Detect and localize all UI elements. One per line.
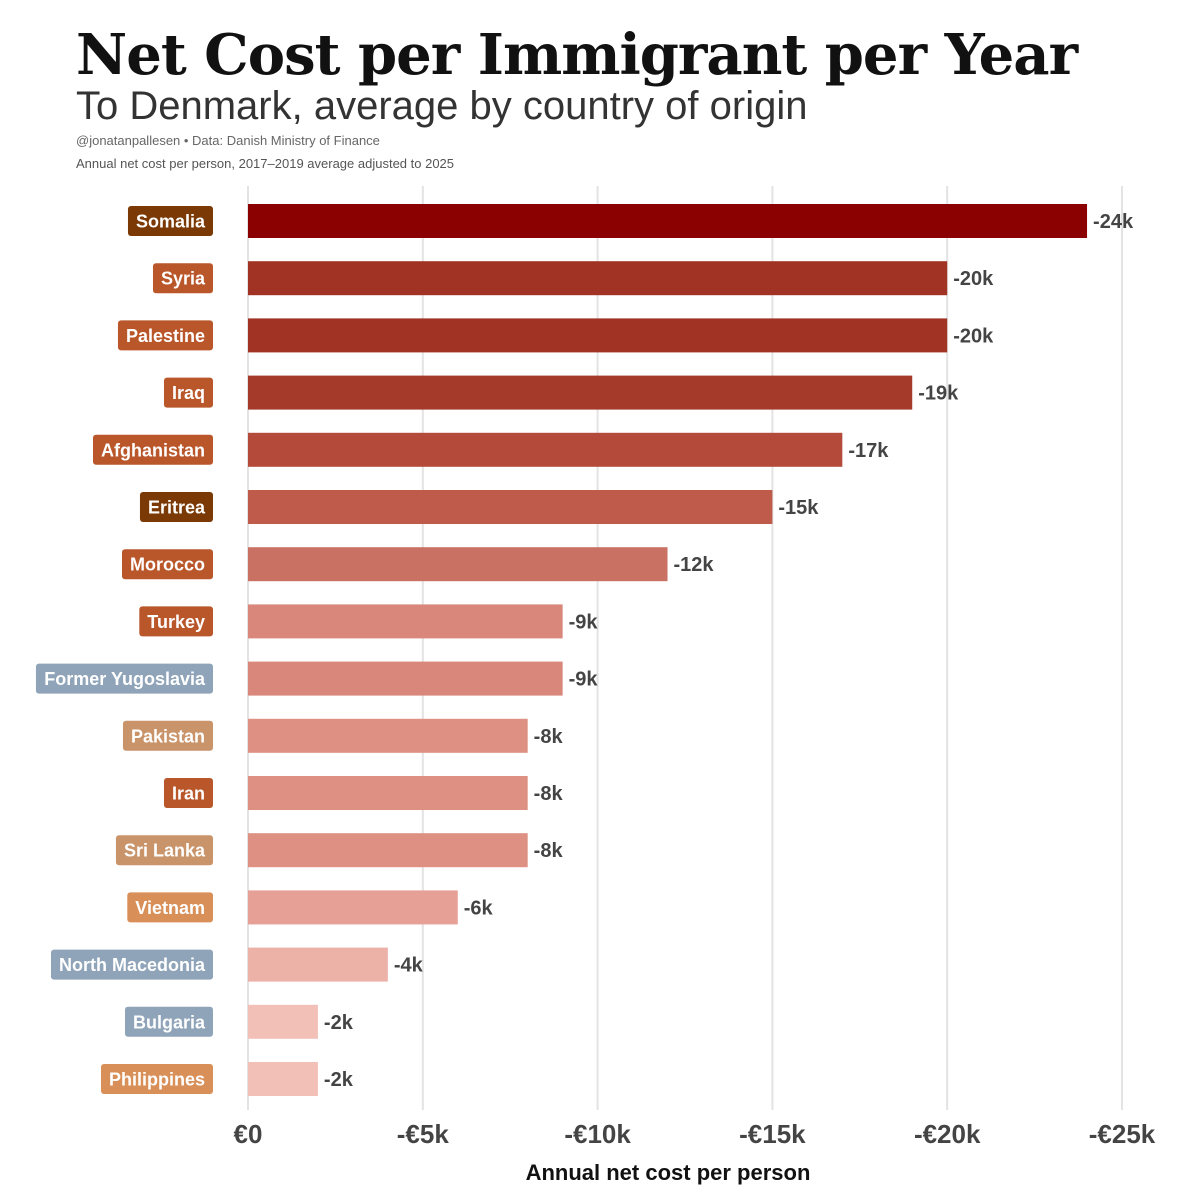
category-label: Eritrea [139, 492, 213, 522]
category-label-box [115, 835, 213, 866]
category-label-box [127, 206, 213, 236]
bar-value-label: -9k [569, 669, 599, 691]
category-label-text: Iraq [172, 383, 205, 403]
chart-title: Net Cost per Immigrant per Year [76, 22, 1078, 88]
category-label-box [117, 320, 213, 351]
chart-subtitle: To Denmark, average by country of origin [76, 84, 808, 128]
x-axis-label: Annual net cost per person [526, 1160, 811, 1185]
category-label: Morocco [121, 549, 213, 580]
bar-value-label: -8k [534, 726, 564, 748]
bar-value-label: -4k [394, 955, 424, 977]
bar-value-label: -20k [953, 325, 994, 347]
bar-value-label: -9k [569, 611, 599, 633]
bar [248, 718, 528, 753]
category-label-box [35, 663, 213, 694]
category-label-box [122, 720, 213, 751]
x-tick-label: €0 [234, 1119, 263, 1149]
category-label-text: Bulgaria [133, 1012, 206, 1032]
category-label-text: Afghanistan [101, 440, 205, 460]
x-axis-ticks: €0 -€5k -€10k -€15k -€20k -€25k [234, 1119, 1156, 1149]
category-label-box [100, 1064, 213, 1094]
bar [248, 947, 388, 982]
category-label-text: Syria [161, 269, 206, 289]
x-tick-label: -€10k [564, 1119, 631, 1149]
category-label-text: Morocco [130, 555, 205, 575]
category-label: Former Yugoslavia [35, 663, 213, 694]
bars: -24k -20k -20k -19k -17k -15k -12k -9k -9k -8k -8k… [248, 204, 1134, 1096]
category-label: North Macedonia [50, 949, 213, 980]
category-label-box [152, 263, 213, 294]
category-label: Turkey [139, 606, 213, 637]
bar-value-label: -2k [324, 1069, 354, 1091]
chart-caption: Annual net cost per person, 2017–2019 av… [76, 156, 455, 171]
category-label-box [121, 549, 213, 580]
bar-value-label: -24k [1093, 211, 1134, 233]
category-label-text: Vietnam [135, 898, 205, 918]
category-label: Somalia [127, 206, 213, 236]
bar-value-label: -6k [464, 897, 494, 919]
bar-value-label: -12k [674, 554, 715, 576]
bar-value-label: -19k [918, 383, 959, 405]
category-label-text: Palestine [126, 326, 205, 346]
category-label-text: Turkey [147, 612, 205, 632]
bar [248, 776, 528, 810]
category-label-text: Philippines [109, 1070, 205, 1090]
bar [248, 833, 528, 868]
category-label-box [163, 778, 213, 808]
bar [248, 547, 668, 582]
category-label-text: Eritrea [148, 498, 206, 518]
category-label: Iraq [163, 377, 213, 408]
category-label: Vietnam [127, 892, 213, 923]
bar [248, 490, 773, 524]
category-label-text: Somalia [136, 212, 206, 232]
category-label-text: Sri Lanka [124, 841, 206, 861]
bar-value-label: -8k [534, 840, 564, 862]
category-label-box [139, 606, 213, 637]
category-label: Iran [163, 778, 213, 808]
chart-credit: @jonatanpallesen • Data: Danish Ministry… [76, 133, 380, 148]
category-label: Sri Lanka [115, 835, 213, 866]
bar [248, 204, 1088, 238]
bar [248, 661, 563, 696]
category-label-box [127, 892, 213, 923]
category-label-box [139, 492, 213, 522]
category-label: Syria [152, 263, 213, 294]
bar [248, 890, 458, 925]
bar-value-label: -15k [778, 497, 819, 519]
x-tick-label: -€20k [914, 1119, 981, 1149]
category-label-text: North Macedonia [59, 955, 206, 975]
category-label: Afghanistan [92, 434, 213, 465]
bar-value-label: -8k [534, 783, 564, 805]
bar [248, 1062, 318, 1096]
bar [248, 604, 563, 639]
bar [248, 318, 948, 353]
category-label: Bulgaria [124, 1006, 213, 1037]
category-label: Palestine [117, 320, 213, 351]
category-label-box [163, 377, 213, 408]
bar [248, 1004, 318, 1039]
x-tick-label: -€15k [739, 1119, 806, 1149]
bar-value-label: -20k [953, 268, 994, 290]
category-label: Pakistan [122, 720, 213, 751]
category-label-box [50, 949, 213, 980]
bar [248, 261, 948, 296]
bar [248, 432, 843, 467]
category-label: Philippines [100, 1064, 213, 1094]
category-label-text: Iran [172, 784, 205, 804]
bar [248, 375, 913, 410]
category-labels: Somalia Syria Palestine Iraq Afghanistan Erit… [35, 206, 213, 1094]
category-label-text: Pakistan [131, 726, 205, 746]
category-label-box [124, 1006, 213, 1037]
x-tick-label: -€25k [1089, 1119, 1156, 1149]
category-label-box [92, 434, 213, 465]
category-label-text: Former Yugoslavia [44, 669, 206, 689]
bar-value-label: -17k [848, 440, 889, 462]
bar-value-label: -2k [324, 1012, 354, 1034]
x-tick-label: -€5k [397, 1119, 450, 1149]
